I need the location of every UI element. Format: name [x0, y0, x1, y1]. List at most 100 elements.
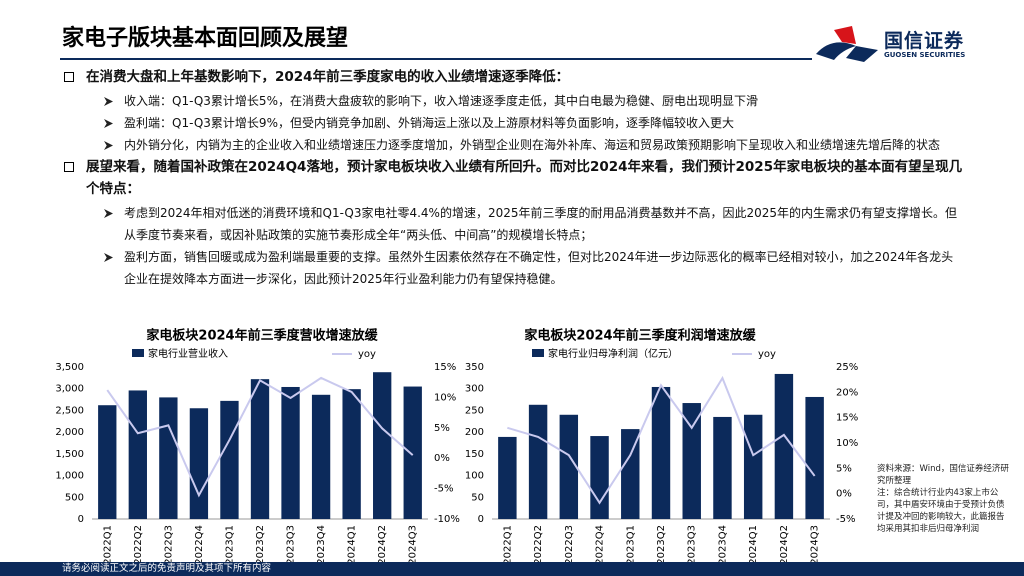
- legend-label: yoy: [758, 349, 776, 360]
- bullet-list: 在消费大盘和上年基数影响下，2024年前三季度家电的收入业绩增速逐季降低： 收入端…: [62, 66, 972, 290]
- chart-title: 家电板块2024年前三季度利润增速放缓: [524, 328, 756, 344]
- logo-subtitle: GUOSEN SECURITIES: [884, 51, 966, 59]
- charts: 家电板块2024年前三季度营收增速放缓05001,0001,5002,0002,…: [55, 328, 858, 563]
- y-tick-label: 3,500: [55, 362, 84, 373]
- bar: [713, 416, 732, 519]
- bar: [590, 436, 609, 519]
- sub-bullet: 内外销分化，内销为主的企业收入和业绩增速压力逐季度增加，外销型企业则在海外补库、…: [104, 134, 964, 156]
- y2-tick-label: 10%: [434, 392, 456, 403]
- bar: [498, 436, 517, 519]
- y-tick-label: 250: [465, 405, 484, 416]
- legend-swatch: [132, 349, 144, 357]
- y2-tick-label: 20%: [836, 387, 858, 398]
- x-tick-label: 2024Q1: [347, 525, 358, 562]
- y-tick-label: 0: [78, 514, 84, 525]
- bar: [189, 408, 209, 519]
- yoy-line: [106, 376, 414, 498]
- y-tick-label: 3,000: [55, 384, 84, 395]
- footer-text: 请务必阅读正文之后的免责声明及其项下所有内容: [62, 563, 272, 574]
- sub-bullet: 考虑到2024年相对低迷的消费环境和Q1-Q3家电社零4.4%的增速，2025年…: [104, 202, 964, 246]
- logo-emblem: [816, 26, 878, 62]
- sub-bullet: 盈利方面，销售回暖或成为盈利端最重要的支撑。虽然外生因素依然存在不确定性，但对比…: [104, 246, 964, 290]
- y2-tick-label: -10%: [434, 514, 460, 525]
- x-tick-label: 2022Q1: [502, 525, 513, 562]
- source-notes: 资料来源：Wind，国信证券经济研究所整理 注：综合统计行业内43家上市公司，其中…: [877, 463, 1012, 535]
- bullet-arrow: [104, 141, 113, 150]
- chart-title: 家电板块2024年前三季度营收增速放缓: [146, 328, 378, 344]
- y-tick-label: 2,500: [55, 405, 84, 416]
- x-tick-label: 2022Q2: [133, 525, 144, 562]
- bullet-arrow: [104, 209, 113, 218]
- bar: [311, 394, 331, 519]
- bar: [220, 400, 239, 519]
- x-tick-label: 2024Q3: [810, 525, 821, 562]
- x-tick-label: 2023Q3: [687, 525, 698, 562]
- x-tick-label: 2023Q1: [625, 525, 636, 562]
- bar: [805, 396, 824, 519]
- bar: [559, 414, 579, 519]
- bar: [373, 372, 392, 519]
- yoy-line: [507, 375, 816, 505]
- bullet-arrow: [104, 97, 113, 106]
- title-rule: [60, 58, 812, 60]
- x-tick-label: 2024Q3: [408, 525, 419, 562]
- bullet-arrow: [104, 119, 113, 128]
- y-tick-label: 1,000: [55, 471, 84, 482]
- bar: [159, 397, 178, 519]
- slide-title: 家电子版块基本面回顾及展望: [62, 26, 349, 51]
- y2-tick-label: 0%: [434, 453, 450, 464]
- legend-swatch: [532, 349, 544, 357]
- bar: [682, 403, 701, 519]
- y2-tick-label: 10%: [836, 438, 858, 449]
- y-tick-label: 2,000: [55, 427, 84, 438]
- x-tick-label: 2024Q1: [748, 525, 759, 562]
- sub-bullet: 收入端：Q1-Q3累计增长5%，在消费大盘疲软的影响下，收入增速逐季度走低，其中…: [104, 90, 964, 112]
- x-tick-label: 2022Q4: [194, 525, 205, 562]
- y2-tick-label: -5%: [836, 514, 855, 525]
- y2-tick-label: 15%: [434, 362, 456, 373]
- x-tick-label: 2023Q4: [717, 525, 728, 562]
- y2-tick-label: -5%: [434, 484, 453, 495]
- bar: [774, 373, 794, 519]
- bar: [98, 405, 117, 519]
- bar: [651, 386, 671, 519]
- x-tick-label: 2022Q3: [163, 525, 174, 562]
- bullet-arrow: [104, 253, 113, 262]
- sub-bullet: 盈利端：Q1-Q3累计增长9%，但受内销竞争加剧、外销海运上涨以及上游原材料等负…: [104, 112, 964, 134]
- y-tick-label: 150: [465, 449, 484, 460]
- bar: [281, 386, 300, 519]
- y-tick-label: 50: [471, 492, 484, 503]
- bullet: 在消费大盘和上年基数影响下，2024年前三季度家电的收入业绩增速逐季降低：: [62, 66, 972, 88]
- y2-tick-label: 25%: [836, 362, 858, 373]
- x-tick-label: 2022Q1: [102, 525, 113, 562]
- x-tick-label: 2024Q2: [377, 525, 388, 562]
- x-tick-label: 2023Q2: [656, 525, 667, 562]
- y-tick-label: 0: [478, 514, 484, 525]
- bar: [743, 414, 763, 519]
- x-tick-label: 2023Q2: [255, 525, 266, 562]
- y2-tick-label: 15%: [836, 413, 858, 424]
- y2-tick-label: 5%: [434, 423, 450, 434]
- bar: [342, 389, 361, 519]
- x-tick-label: 2022Q3: [564, 525, 575, 562]
- x-tick-label: 2023Q3: [286, 525, 297, 562]
- x-tick-label: 2023Q4: [316, 525, 327, 562]
- legend-label: yoy: [358, 349, 376, 360]
- y2-tick-label: 0%: [836, 489, 852, 500]
- logo-name: 国信证券: [884, 30, 965, 52]
- y-tick-label: 500: [65, 492, 84, 503]
- x-tick-label: 2022Q2: [533, 525, 544, 562]
- bullet: 展望来看，随着国补政策在2024Q4落地，预计家电板块收入业绩有所回升。而对比2…: [62, 156, 972, 200]
- bar: [250, 379, 270, 519]
- y-tick-label: 350: [465, 362, 484, 373]
- note: 资料来源：Wind，国信证券经济研究所整理: [877, 464, 1009, 486]
- footer-bar: [0, 562, 1024, 576]
- x-tick-label: 2022Q4: [595, 525, 606, 562]
- legend-label: 家电行业营业收入: [148, 347, 228, 360]
- bar: [621, 429, 640, 519]
- y2-tick-label: 5%: [836, 463, 852, 474]
- y-tick-label: 200: [465, 427, 484, 438]
- x-tick-label: 2024Q2: [779, 525, 790, 562]
- bar: [528, 404, 548, 519]
